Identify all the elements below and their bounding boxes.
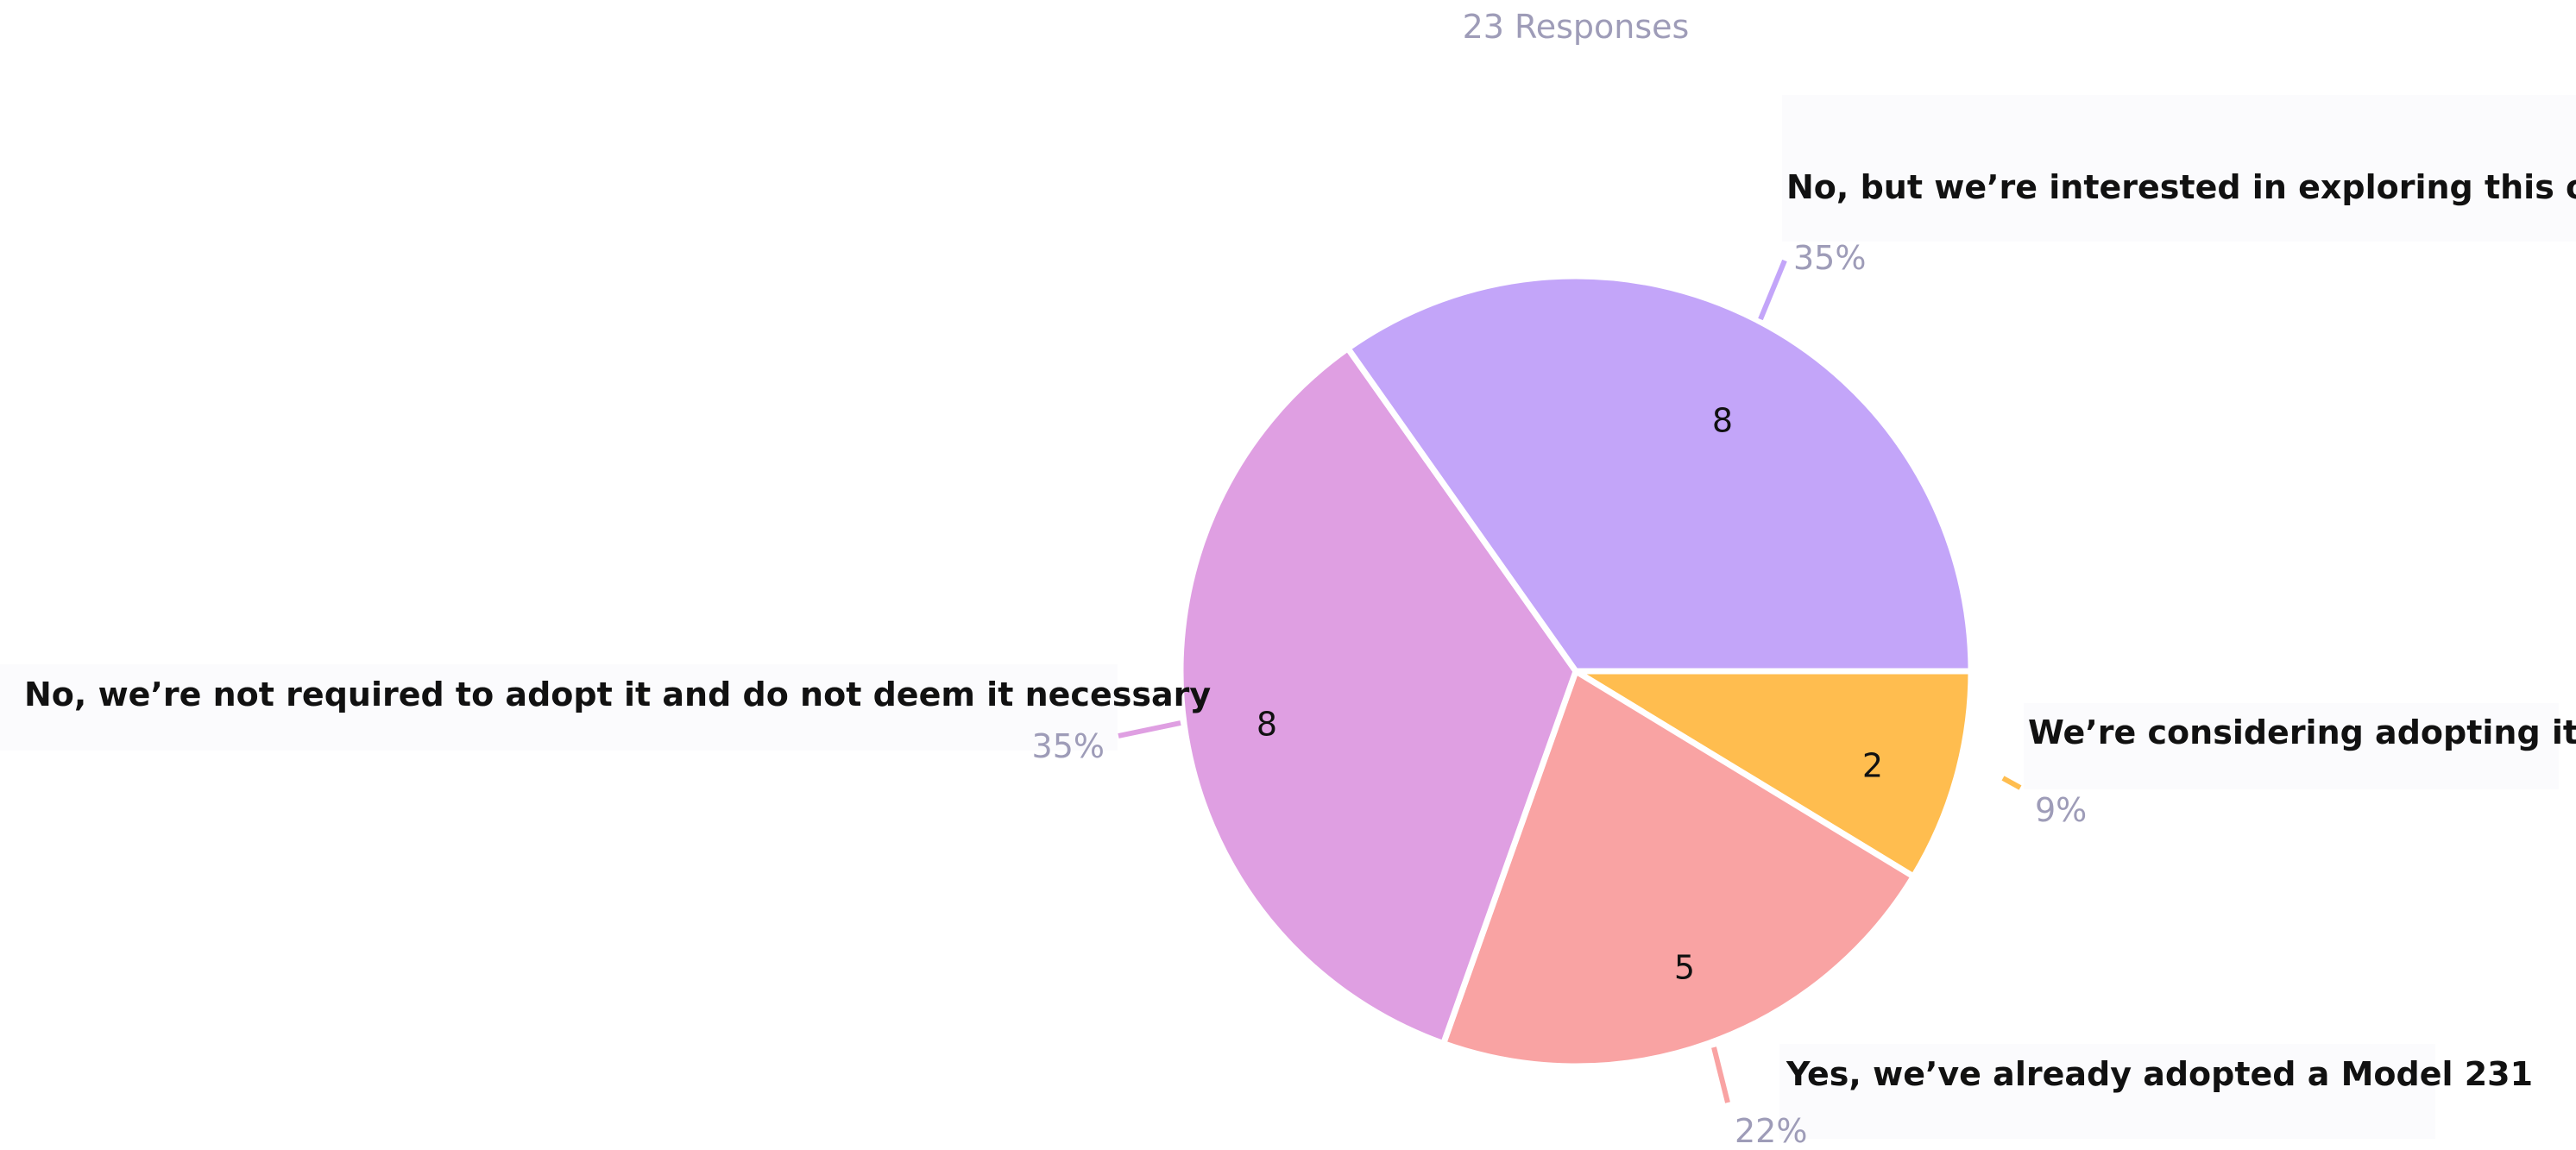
- label-background: [1779, 1044, 2435, 1139]
- slice-percent-label: 9%: [2035, 791, 2087, 829]
- slice-category-label: Yes, we’ve already adopted a Model 231: [1786, 1055, 2533, 1093]
- slice-labels: 2 9% We’re considering adopting it 5 22% Yes,…: [0, 95, 2576, 1150]
- slice-category-label: No, but we’re interested in exploring th…: [1786, 168, 2576, 206]
- slice-value-label: 5: [1674, 949, 1695, 987]
- pie-slice: [1345, 273, 1975, 675]
- chart-subtitle: 23 Responses: [1463, 8, 1690, 46]
- slice-category-label: No, we’re not required to adopt it and d…: [24, 676, 1211, 713]
- pie-slices: [1177, 273, 1975, 1070]
- slice-percent-label: 35%: [1032, 727, 1105, 765]
- slice-percent-label: 22%: [1735, 1112, 1807, 1150]
- leader-line: [1711, 1046, 1730, 1103]
- label-background: [1782, 95, 2576, 242]
- label-background: [2024, 703, 2559, 789]
- slice-value-label: 8: [1257, 706, 1277, 744]
- pie-slice: [1177, 345, 1579, 1047]
- leader-lines: [1118, 259, 2022, 1103]
- slice-value-label: 8: [1712, 402, 1733, 440]
- slice-category-label: We’re considering adopting it: [2028, 713, 2576, 751]
- label-background: [0, 664, 1118, 751]
- slice-value-label: 2: [1862, 747, 1883, 785]
- leader-line: [2001, 776, 2022, 790]
- pie-slice: [1572, 668, 1975, 880]
- pie-slice: [1440, 668, 1917, 1070]
- leader-line: [1758, 259, 1787, 321]
- leader-line: [1118, 720, 1181, 738]
- slice-percent-label: 35%: [1793, 239, 1866, 277]
